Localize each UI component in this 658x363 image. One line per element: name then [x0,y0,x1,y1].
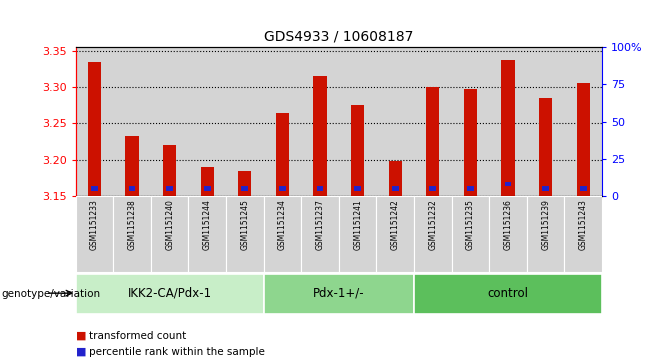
Bar [542,187,549,191]
Bar [301,47,339,196]
Text: GSM1151241: GSM1151241 [353,199,362,250]
Bar [351,105,365,196]
Text: IKK2-CA/Pdx-1: IKK2-CA/Pdx-1 [128,287,212,300]
Bar [279,187,286,191]
Bar [204,187,211,191]
Bar [580,187,587,191]
Text: transformed count: transformed count [89,331,186,341]
Text: control: control [488,287,528,300]
Bar [226,196,264,272]
Text: percentile rank within the sample: percentile rank within the sample [89,347,265,357]
Bar [451,47,490,196]
Text: GSM1151244: GSM1151244 [203,199,212,250]
Bar [451,196,490,272]
Bar [389,161,402,196]
Bar [316,187,324,191]
Bar [527,47,565,196]
Text: GSM1151232: GSM1151232 [428,199,438,250]
Title: GDS4933 / 10608187: GDS4933 / 10608187 [264,29,414,43]
Text: genotype/variation: genotype/variation [1,289,101,299]
Bar [276,113,289,196]
Text: GSM1151234: GSM1151234 [278,199,287,250]
Text: GSM1151242: GSM1151242 [391,199,400,250]
Bar [565,196,602,272]
Bar [188,196,226,272]
Text: GSM1151233: GSM1151233 [90,199,99,250]
Text: GSM1151239: GSM1151239 [541,199,550,250]
Bar [238,171,251,196]
Bar [241,187,248,191]
Bar [376,47,414,196]
Bar [354,187,361,191]
Text: GSM1151236: GSM1151236 [503,199,513,250]
Bar [527,196,565,272]
Bar [501,60,515,196]
Bar [88,62,101,196]
Bar [126,136,139,196]
Bar [414,274,602,314]
Bar [426,87,440,196]
Bar [76,274,264,314]
Bar [539,98,552,196]
Bar [490,196,527,272]
Bar [464,89,477,196]
Text: GSM1151237: GSM1151237 [316,199,324,250]
Bar [414,196,451,272]
Text: ■: ■ [76,331,86,341]
Bar [490,47,527,196]
Bar [113,196,151,272]
Bar [76,47,113,196]
Bar [467,187,474,191]
Bar [264,47,301,196]
Bar [313,76,326,196]
Text: Pdx-1+/-: Pdx-1+/- [313,287,365,300]
Bar [505,182,511,186]
Bar [565,47,602,196]
Bar [226,47,264,196]
Bar [151,47,188,196]
Text: GSM1151240: GSM1151240 [165,199,174,250]
Text: GSM1151245: GSM1151245 [240,199,249,250]
Bar [339,196,376,272]
Bar [339,47,376,196]
Bar [264,196,301,272]
Bar [576,83,590,196]
Bar [301,196,339,272]
Bar [376,196,414,272]
Bar [392,187,399,191]
Text: GSM1151243: GSM1151243 [579,199,588,250]
Bar [163,145,176,196]
Text: ■: ■ [76,347,86,357]
Bar [91,187,98,191]
Bar [188,47,226,196]
Bar [201,167,214,196]
Bar [129,187,136,191]
Bar [414,47,451,196]
Bar [76,196,113,272]
Bar [430,187,436,191]
Bar [264,274,414,314]
Bar [166,187,173,191]
Bar [151,196,188,272]
Text: GSM1151238: GSM1151238 [128,199,137,250]
Text: GSM1151235: GSM1151235 [466,199,475,250]
Bar [113,47,151,196]
